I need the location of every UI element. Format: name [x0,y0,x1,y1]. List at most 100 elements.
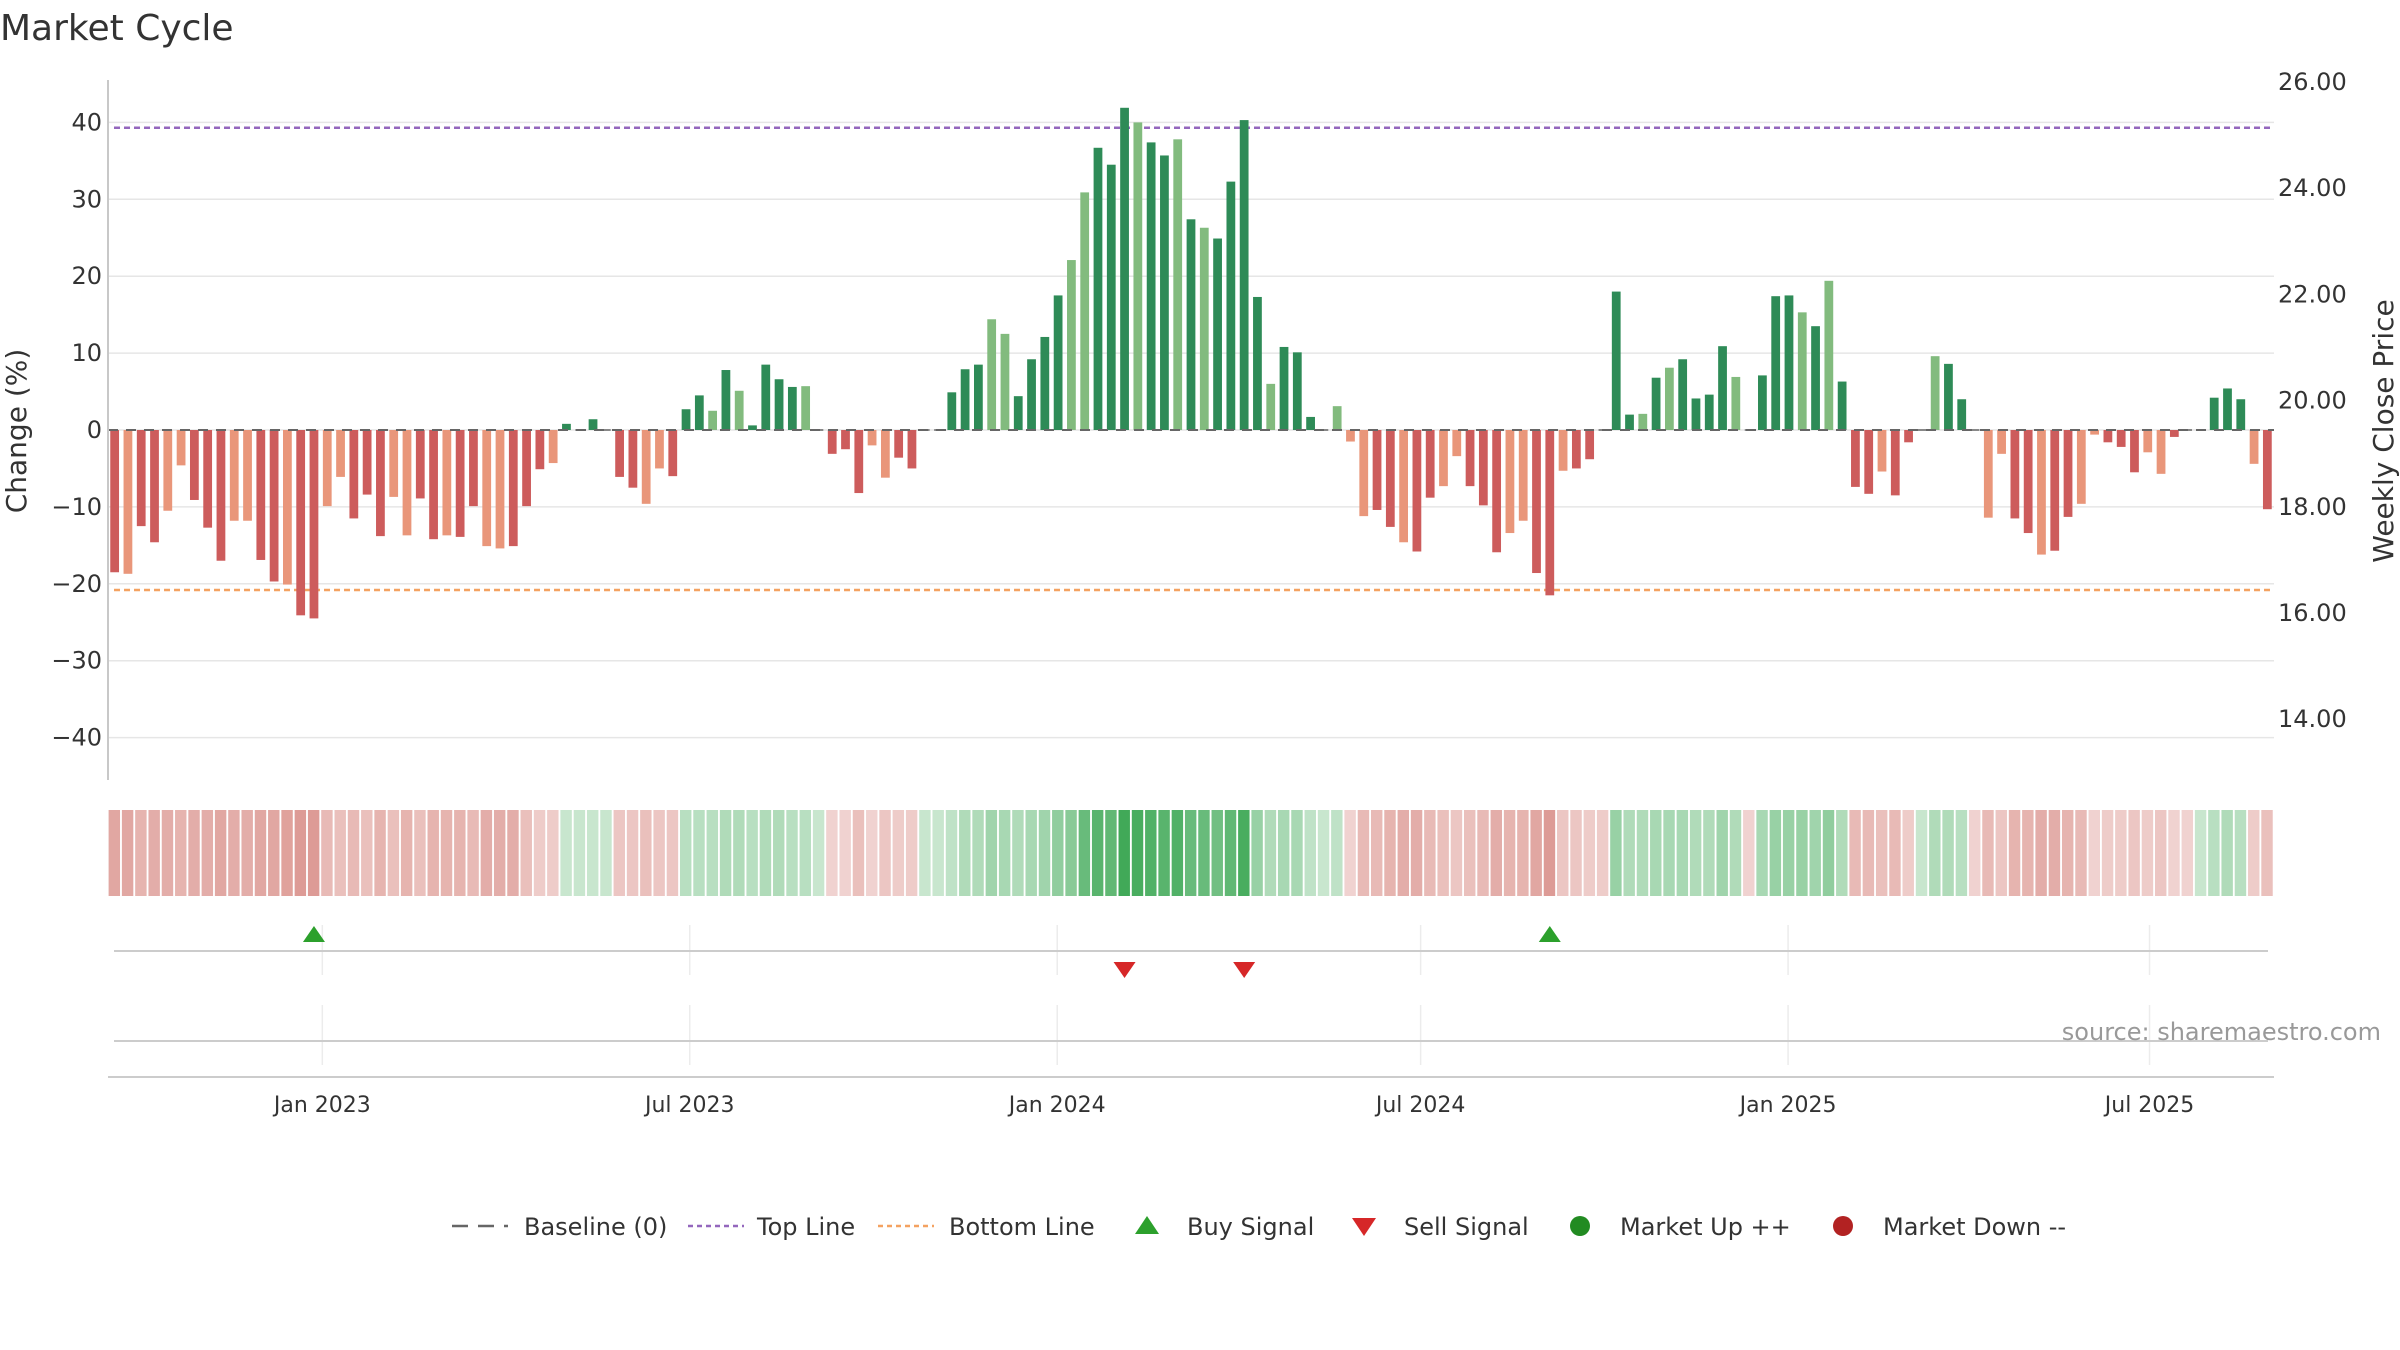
bar [2209,397,2219,430]
heat-cell [945,810,958,896]
heat-cell [2061,810,2074,896]
bar [296,430,306,616]
bar [1571,430,1581,469]
heat-cell [1012,810,1024,896]
heat-cell [560,810,572,896]
bar [734,390,744,430]
bar [1824,280,1834,430]
heat-cell [866,810,878,896]
bar [1518,430,1528,521]
y-tick-label: −10 [51,493,102,521]
y2-tick-label: 22.00 [2278,280,2347,308]
heat-cell [1836,810,1848,896]
heat-cell [1078,810,1091,896]
bar [309,430,319,619]
heat-cell [746,810,758,896]
heat-cell [188,810,200,896]
bar [535,430,545,470]
heat-cell [254,810,267,896]
bar [1851,430,1860,487]
bar [1067,260,1076,430]
heat-strip [108,810,2273,896]
heat-cell [1238,810,1250,896]
heat-cell [361,810,373,896]
bar [2236,399,2246,430]
heat-cell [374,810,386,896]
bar [641,430,651,504]
heat-cell [2194,810,2207,896]
y2-tick-label: 14.00 [2278,705,2347,733]
bar [1944,363,1953,430]
bar [1120,107,1129,430]
heat-cell [613,810,625,896]
heat-cell [2141,810,2154,896]
heat-cell [1503,810,1516,896]
heat-cell [1410,810,1423,896]
heat-cell [1397,810,1409,896]
bar [1199,227,1209,430]
bar [1266,383,1276,430]
heat-cell [1756,810,1768,896]
heat-cell [626,810,639,896]
heat-cell [1131,810,1144,896]
bar [283,430,292,585]
bar [495,430,505,549]
bar [163,430,173,511]
legend-label: Sell Signal [1404,1213,1529,1241]
heat-cell [1822,810,1835,896]
heat-cell [1689,810,1702,896]
bar [1691,398,1701,430]
heat-cell [1211,810,1223,896]
legend-label: Bottom Line [949,1213,1095,1241]
heat-cell [2008,810,2021,896]
bar [1983,430,1993,518]
bar [2223,388,2232,430]
legend-label: Buy Signal [1187,1213,1314,1241]
heat-cell [400,810,413,896]
bar [482,430,492,547]
legend-market-down-icon [1833,1216,1853,1236]
bar [2090,430,2099,435]
legend: Baseline (0) Top Line Bottom Line Buy Signa… [452,1213,2066,1241]
heat-cell [2155,810,2167,896]
bar [2143,430,2153,453]
x-tick-label: Jan 2025 [1738,1093,1837,1118]
y-tick-label: 0 [87,416,102,444]
y2-tick-label: 18.00 [2278,493,2347,521]
bar [1013,396,1023,430]
heat-cell [653,810,665,896]
bar [2076,430,2086,504]
bar [429,430,438,540]
heat-cell [414,810,426,896]
heat-cell [812,810,825,896]
heat-cell [666,810,679,896]
y-axis-label: Change (%) [0,349,33,514]
bar [1890,430,1900,496]
bar [455,430,465,537]
source-credit: source: sharemaestro.com [2062,1018,2381,1046]
signal-panel [114,925,2268,978]
heat-cell [852,810,865,896]
heat-cell [679,810,692,896]
heat-cell [1344,810,1356,896]
bar [787,386,797,430]
bar [1465,430,1475,487]
heat-cell [972,810,984,896]
legend-label: Market Down -- [1883,1213,2066,1241]
heat-cell [892,810,905,896]
bar [442,430,452,536]
y-tick-label: −20 [51,570,102,598]
heat-cell [1929,810,1941,896]
heat-cell [1091,810,1104,896]
heat-cell [175,810,187,896]
heat-cell [1224,810,1237,896]
x-tick-label: Jul 2023 [643,1093,735,1118]
bar [1558,430,1568,471]
bar [1346,430,1355,442]
bar [628,430,638,488]
heat-cell [1729,810,1742,896]
bar [841,430,850,450]
sell-signal-marker [1233,962,1256,978]
heat-cell [1437,810,1449,896]
